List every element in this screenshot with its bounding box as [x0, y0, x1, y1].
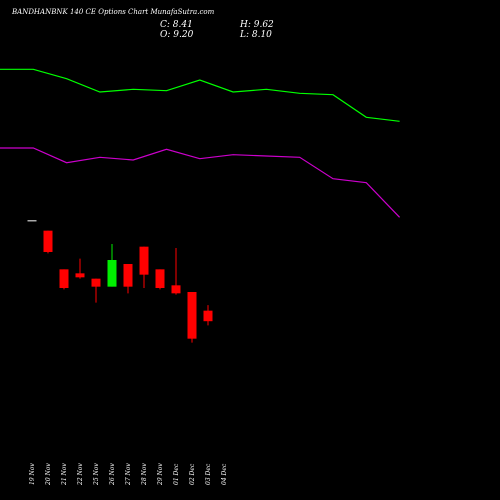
- candle: [43, 230, 53, 254]
- candle-body: [155, 269, 165, 288]
- candle: [139, 246, 149, 288]
- x-tick-label: 27 Nov: [125, 463, 132, 486]
- candle-body: [123, 264, 133, 287]
- x-tick-label: 01 Dec: [173, 463, 180, 485]
- open-readout: O: 9.20: [160, 30, 194, 40]
- candle: [59, 269, 69, 290]
- candle-body: [27, 220, 37, 222]
- candle-body: [107, 260, 117, 287]
- x-tick-label: 22 Nov: [77, 463, 84, 486]
- lower-band-line: [0, 147, 401, 218]
- x-tick-label: 04 Dec: [221, 463, 228, 485]
- candle: [91, 278, 101, 303]
- candle: [107, 244, 117, 287]
- candle-body: [43, 230, 53, 252]
- candle: [187, 292, 197, 343]
- x-tick-label: 21 Nov: [61, 463, 68, 486]
- x-tick-label: 19 Nov: [29, 463, 36, 485]
- candle: [171, 248, 181, 295]
- x-tick-label: 26 Nov: [109, 463, 116, 486]
- candle-body: [139, 246, 149, 275]
- candle-body: [75, 273, 85, 278]
- x-tick-label: 25 Nov: [93, 463, 100, 486]
- candle: [75, 258, 85, 279]
- candles: [27, 220, 213, 343]
- candle: [155, 269, 165, 290]
- x-tick-label: 03 Dec: [205, 463, 212, 485]
- upper-band-line: [0, 68, 400, 122]
- candle-body: [187, 292, 197, 339]
- x-tick-label: 29 Nov: [157, 463, 164, 486]
- x-tick-label: 02 Dec: [189, 463, 196, 485]
- band-lines: [0, 68, 401, 218]
- low-readout: L: 8.10: [239, 30, 272, 40]
- close-readout: C: 8.41: [160, 20, 193, 30]
- candle: [123, 264, 133, 294]
- candle-body: [91, 278, 101, 287]
- x-tick-label: 20 Nov: [45, 463, 52, 486]
- chart-title: BANDHANBNK 140 CE Options Chart MunafaSu…: [11, 8, 215, 16]
- candle-body: [171, 285, 181, 294]
- candle-body: [59, 269, 69, 288]
- x-axis-ticks: 19 Nov 20 Nov 21 Nov 22 Nov 25 Nov 26 Nov 27 N…: [29, 463, 228, 486]
- x-tick-label: 28 Nov: [141, 463, 148, 486]
- candle-body: [203, 310, 213, 322]
- high-readout: H: 9.62: [239, 20, 274, 30]
- candle: [27, 220, 37, 222]
- candle: [203, 305, 213, 326]
